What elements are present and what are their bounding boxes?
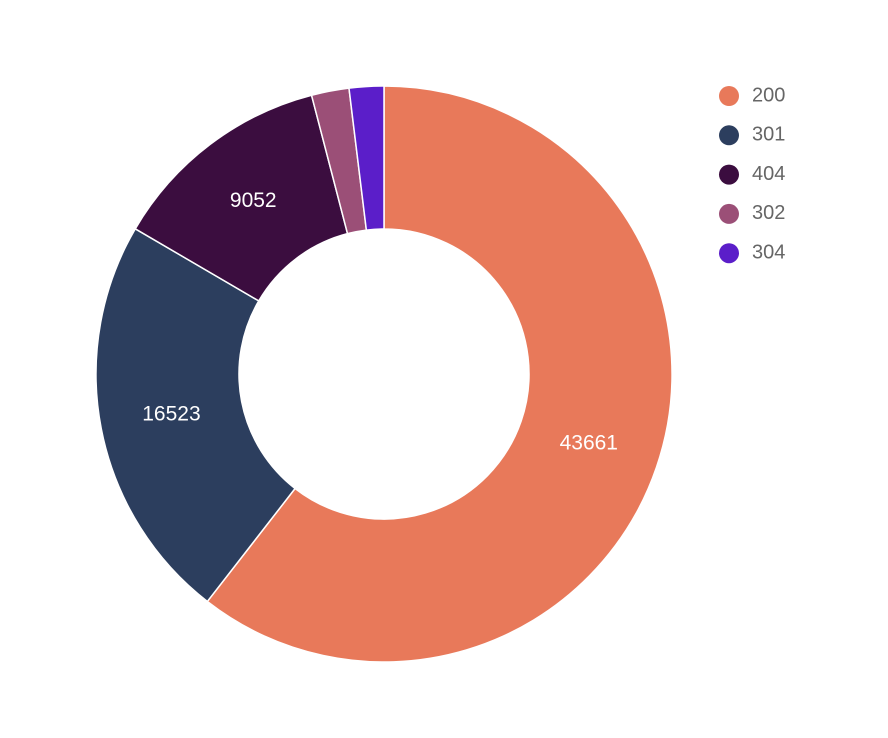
donut-slice [134, 94, 349, 302]
legend-label: 301 [752, 124, 785, 146]
legend-label: 200 [752, 84, 785, 106]
slice-label: 43661 [560, 432, 618, 455]
slice-label: 9052 [230, 189, 277, 212]
legend-marker [719, 203, 739, 224]
legend-marker [719, 125, 739, 146]
legend-label: 304 [752, 241, 785, 263]
legend-marker [719, 86, 739, 106]
donut-slice [348, 85, 385, 231]
legend-label: 404 [752, 163, 785, 185]
donut-slice [206, 85, 673, 663]
legend-marker [719, 164, 739, 185]
slice-label: 16523 [142, 403, 200, 426]
legend-marker [719, 243, 739, 264]
donut-slice [95, 227, 297, 603]
legend-label: 302 [752, 202, 785, 224]
